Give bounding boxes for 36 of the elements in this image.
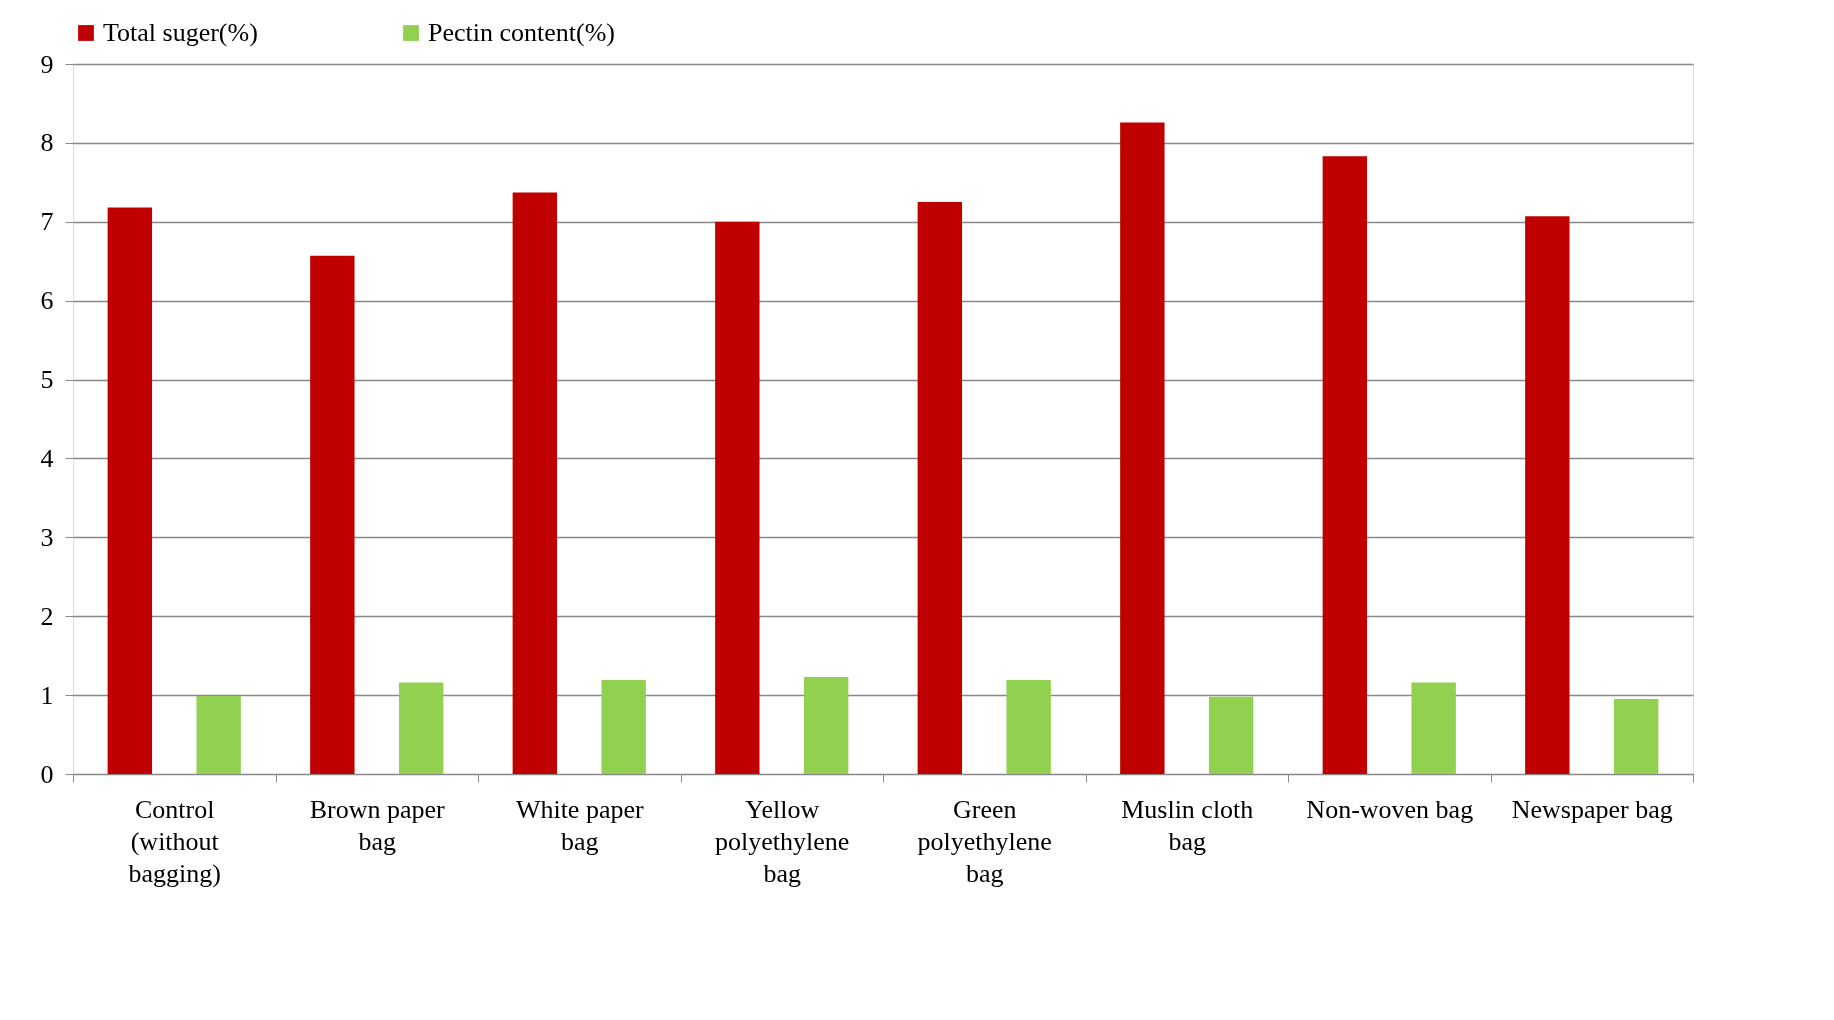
bar (803, 676, 849, 774)
bar (1613, 699, 1659, 774)
x-tick-label: Muslin cloth bag (1121, 794, 1254, 856)
y-tick-label: 5 (40, 365, 54, 395)
bar (1120, 122, 1165, 774)
y-tick-label: 4 (40, 443, 54, 473)
bar (715, 221, 760, 774)
bar (1525, 216, 1570, 774)
x-tick-label: Control (without bagging) (128, 794, 221, 888)
x-tick-label: Brown paper bag (309, 794, 446, 856)
bar (398, 682, 444, 774)
bar (917, 202, 963, 774)
y-tick-label: 7 (40, 207, 54, 237)
bar (1411, 682, 1456, 774)
bar (310, 255, 355, 774)
y-tick-label: 1 (40, 680, 54, 710)
bar (512, 192, 558, 774)
legend-label: Total suger(%) (103, 18, 258, 47)
y-tick-label: 3 (40, 522, 54, 552)
legend-label: Pectin content(%) (428, 18, 615, 47)
y-tick-label: 8 (40, 128, 54, 158)
y-tick-label: 2 (40, 601, 54, 631)
x-tick-label: Newspaper bag (1511, 794, 1673, 824)
bar (196, 695, 241, 774)
y-tick-label: 0 (40, 759, 54, 789)
y-tick-label: 9 (40, 49, 54, 79)
x-tick-label: White paper bag (515, 794, 644, 856)
x-tick-label: Non-woven bag (1306, 794, 1474, 824)
bar (1322, 156, 1368, 774)
bar (1208, 696, 1254, 774)
bar (1006, 680, 1051, 774)
bar (601, 680, 646, 774)
x-tick-label: Green polyethylene bag (917, 794, 1052, 888)
x-tick-label: Yellow polyethylene bag (715, 794, 850, 888)
y-tick-label: 6 (40, 286, 54, 316)
bar (107, 207, 153, 774)
